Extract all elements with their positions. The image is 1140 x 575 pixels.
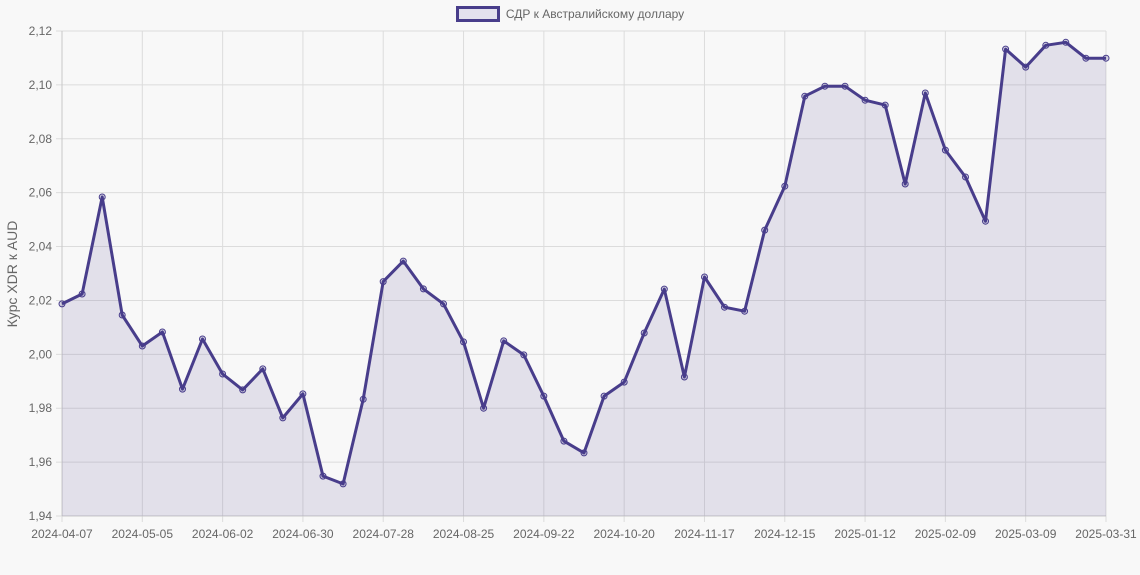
y-tick-label: 2,08: [29, 132, 53, 146]
data-point[interactable]: [58, 300, 66, 308]
data-point[interactable]: [701, 273, 708, 281]
data-point[interactable]: [520, 351, 528, 359]
data-point[interactable]: [861, 96, 869, 104]
x-tick-label: 2024-09-22: [513, 527, 575, 541]
data-point[interactable]: [540, 392, 548, 400]
y-tick-label: 2,00: [29, 347, 53, 361]
data-point[interactable]: [580, 449, 588, 457]
x-tick-label: 2024-06-30: [272, 527, 334, 541]
x-tick-label: 2024-11-17: [674, 527, 735, 541]
data-point[interactable]: [199, 335, 206, 343]
data-point[interactable]: [620, 378, 628, 386]
data-point[interactable]: [841, 82, 849, 90]
data-point[interactable]: [399, 257, 407, 265]
data-point[interactable]: [1082, 54, 1090, 62]
data-point[interactable]: [600, 392, 608, 400]
data-point[interactable]: [1022, 63, 1030, 71]
data-point[interactable]: [138, 342, 146, 350]
x-tick-label: 2024-04-07: [31, 527, 93, 541]
data-point[interactable]: [941, 146, 949, 154]
x-tick-label: 2024-07-28: [353, 527, 415, 541]
x-tick-label: 2024-06-02: [192, 527, 254, 541]
data-point[interactable]: [921, 89, 929, 97]
y-axis-title: Курс XDR к AUD: [4, 220, 20, 328]
data-point[interactable]: [1002, 45, 1010, 53]
data-point[interactable]: [721, 303, 728, 311]
data-point[interactable]: [359, 395, 367, 403]
data-point[interactable]: [440, 300, 447, 308]
data-point[interactable]: [821, 82, 829, 90]
x-tick-label: 2025-02-09: [915, 527, 977, 541]
x-tick-label: 2025-01-12: [834, 527, 896, 541]
data-point[interactable]: [881, 101, 889, 109]
y-tick-label: 2,10: [29, 78, 53, 92]
y-tick-label: 2,02: [29, 293, 53, 307]
x-tick-label: 2024-10-20: [593, 527, 655, 541]
y-tick-label: 2,04: [29, 240, 53, 254]
data-point[interactable]: [781, 182, 789, 190]
data-point[interactable]: [158, 328, 166, 336]
data-point[interactable]: [680, 373, 688, 381]
data-point[interactable]: [801, 92, 809, 100]
x-tick-label: 2024-08-25: [433, 527, 495, 541]
y-tick-label: 2,12: [29, 24, 53, 38]
y-tick-label: 2,06: [29, 186, 53, 200]
data-point[interactable]: [1102, 54, 1110, 62]
data-point[interactable]: [460, 338, 467, 346]
y-tick-label: 1,98: [29, 401, 53, 415]
x-tick-label: 2025-03-09: [995, 527, 1057, 541]
data-point[interactable]: [299, 390, 307, 398]
data-point[interactable]: [219, 370, 227, 378]
data-point[interactable]: [118, 311, 126, 319]
series-area: [62, 42, 1106, 517]
x-tick-label: 2024-12-15: [754, 527, 816, 541]
y-tick-label: 1,96: [29, 455, 53, 469]
data-point[interactable]: [560, 437, 568, 445]
data-point[interactable]: [339, 480, 347, 488]
data-point[interactable]: [741, 307, 749, 315]
data-point[interactable]: [179, 385, 186, 393]
data-point[interactable]: [901, 180, 909, 188]
data-point[interactable]: [239, 386, 247, 394]
data-point[interactable]: [500, 337, 508, 345]
series-line: [61, 40, 1106, 486]
data-point[interactable]: [1042, 41, 1050, 49]
data-point[interactable]: [982, 217, 989, 225]
legend-label[interactable]: СДР к Австралийскому доллару: [505, 7, 685, 21]
data-point[interactable]: [78, 290, 86, 298]
legend-swatch[interactable]: [455, 6, 500, 22]
x-tick-label: 2024-05-05: [112, 527, 174, 541]
data-point[interactable]: [1062, 38, 1070, 46]
data-point[interactable]: [259, 365, 267, 373]
data-point[interactable]: [962, 173, 969, 181]
data-point[interactable]: [98, 193, 106, 201]
data-point[interactable]: [419, 285, 427, 293]
y-tick-label: 1,94: [29, 509, 53, 523]
data-point[interactable]: [660, 285, 668, 293]
data-point[interactable]: [319, 472, 327, 480]
data-point[interactable]: [279, 414, 287, 422]
x-tick-label: 2025-03-31: [1075, 527, 1137, 541]
legend[interactable]: СДР к Австралийскому доллару: [0, 6, 1140, 22]
data-point[interactable]: [480, 404, 488, 412]
data-point[interactable]: [761, 226, 769, 234]
data-point[interactable]: [379, 278, 387, 286]
data-point[interactable]: [640, 329, 648, 337]
